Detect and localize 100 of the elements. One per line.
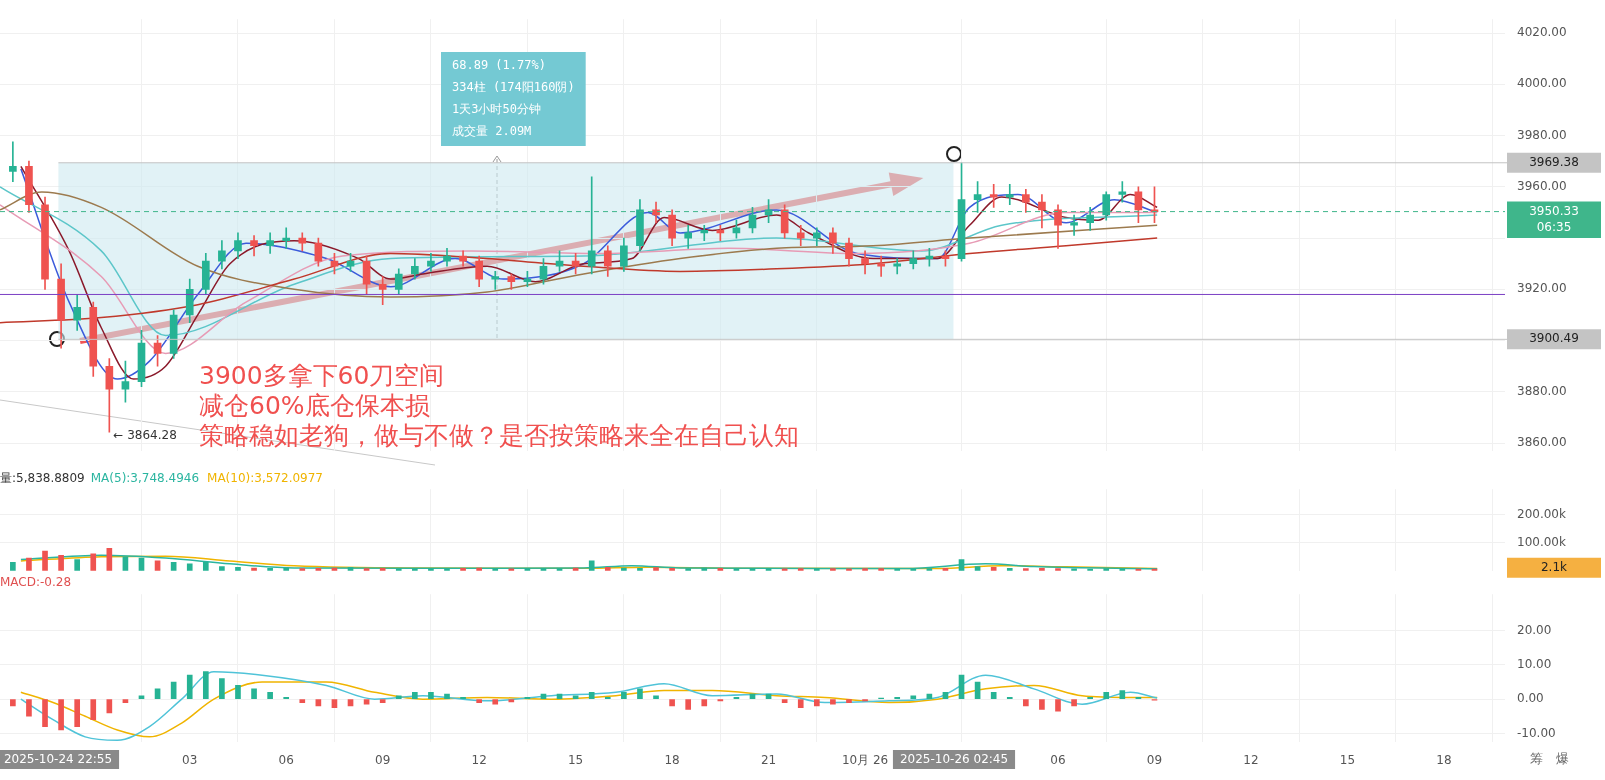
bar [444,693,450,699]
x-tick-label: 03 [182,753,198,768]
bar [74,699,81,727]
bar [990,691,997,699]
bar [58,554,64,571]
bar [395,695,402,699]
text: MACD:-0.28 [0,575,72,590]
annotation: 减仓60%底仓保本损 [199,390,430,420]
bar [58,699,64,731]
line-series [20,670,1158,742]
bar [653,567,659,571]
bar [122,699,129,703]
bar [10,699,16,707]
y-tick-label: 3920.00 [1517,281,1567,296]
bar [846,568,852,571]
bar [910,695,917,699]
ref-line-label: 3969.38 [1529,154,1579,169]
annotation: 策略稳如老狗，做与不做？是否按策略来全在自己认知 [199,420,799,450]
text: 量:5,838.8809 [0,471,85,486]
x-tick-label: 15 [567,753,584,768]
bar [1071,699,1077,707]
x-tick-label: 18 [664,753,680,768]
y-tick-label: 10.00 [1517,656,1552,671]
candlestick [893,258,902,275]
bar [363,699,370,705]
x-tick-label: 09 [1146,753,1163,768]
x-tick-label: 21 [760,753,777,768]
bar [331,699,338,709]
bar [379,699,386,703]
y-tick-label: 3880.00 [1517,383,1567,398]
text: MA(5):3,748.4946 [90,471,200,486]
bar [202,671,209,699]
y-tick-label: 200.00k [1517,506,1566,521]
y-tick-label: 3980.00 [1517,127,1567,142]
bar [1023,699,1029,707]
bar [653,695,659,699]
bar [10,562,16,571]
text: 2025-10-26 02:45 [899,752,1009,767]
annotation: 334柱 (174阳160阴) [452,80,575,95]
bar [1103,691,1110,699]
bar [846,699,852,703]
x-tick-label: 12 [1243,753,1259,768]
bar [26,557,32,571]
bar [508,568,515,571]
y-tick-label: -10.00 [1517,725,1556,740]
bar [42,550,48,571]
bar [492,699,499,705]
annotation: 成交量 2.09M [452,124,532,139]
line-series [0,191,1158,298]
line-series [0,204,1158,355]
bar [74,559,81,571]
x-tick-label: 15 [1339,753,1356,768]
bar [138,695,145,699]
bar [588,691,595,699]
bar [637,688,643,699]
annotation: 68.89 (1.77%) [452,58,546,73]
x-tick-label: 09 [375,753,391,768]
candlestick [1070,214,1078,236]
y-tick-label: 20.00 [1517,622,1552,637]
annotation: 1天3小时50分钟 [452,102,541,117]
y-tick-label: 0.00 [1517,691,1544,706]
text: 爆 [1556,751,1569,767]
bar [669,699,675,707]
bar [235,685,241,699]
candlestick [877,255,885,277]
bar [42,699,48,727]
x-tick-label: 10月 26 [841,753,889,768]
bar [476,699,482,703]
line-series [0,237,1158,324]
x-tick-label: 06 [1050,753,1066,768]
bar [813,699,820,707]
bar [781,699,788,703]
bar [830,699,836,705]
bar [428,691,434,699]
annotation: ← 3864.28 [113,428,177,443]
bar [1039,699,1045,710]
bar [412,691,418,699]
text: 筹 [1530,751,1543,767]
text: 2.1k [1540,559,1568,574]
text: 06:35 [1536,220,1572,235]
x-tick-label: 12 [471,753,487,768]
y-tick-label: 100.00k [1517,534,1566,549]
bar [251,688,257,699]
bar [219,678,225,699]
bar [219,566,225,571]
bar [186,563,193,571]
bar [508,699,515,703]
y-tick-label: 4000.00 [1517,76,1567,91]
bar [26,699,32,717]
annotation: 3900多拿下60刀空间 [199,360,445,390]
ref-line-label: 3950.33 [1529,203,1579,218]
bar [572,695,579,699]
bar [1119,690,1126,699]
y-tick-label: 4020.00 [1517,25,1567,40]
bar [299,699,306,703]
y-tick-label: 3860.00 [1517,435,1567,450]
x-tick-label: 18 [1436,753,1452,768]
x-tick-label: 06 [278,753,294,768]
bar [1055,699,1061,712]
line-series [0,186,1158,337]
